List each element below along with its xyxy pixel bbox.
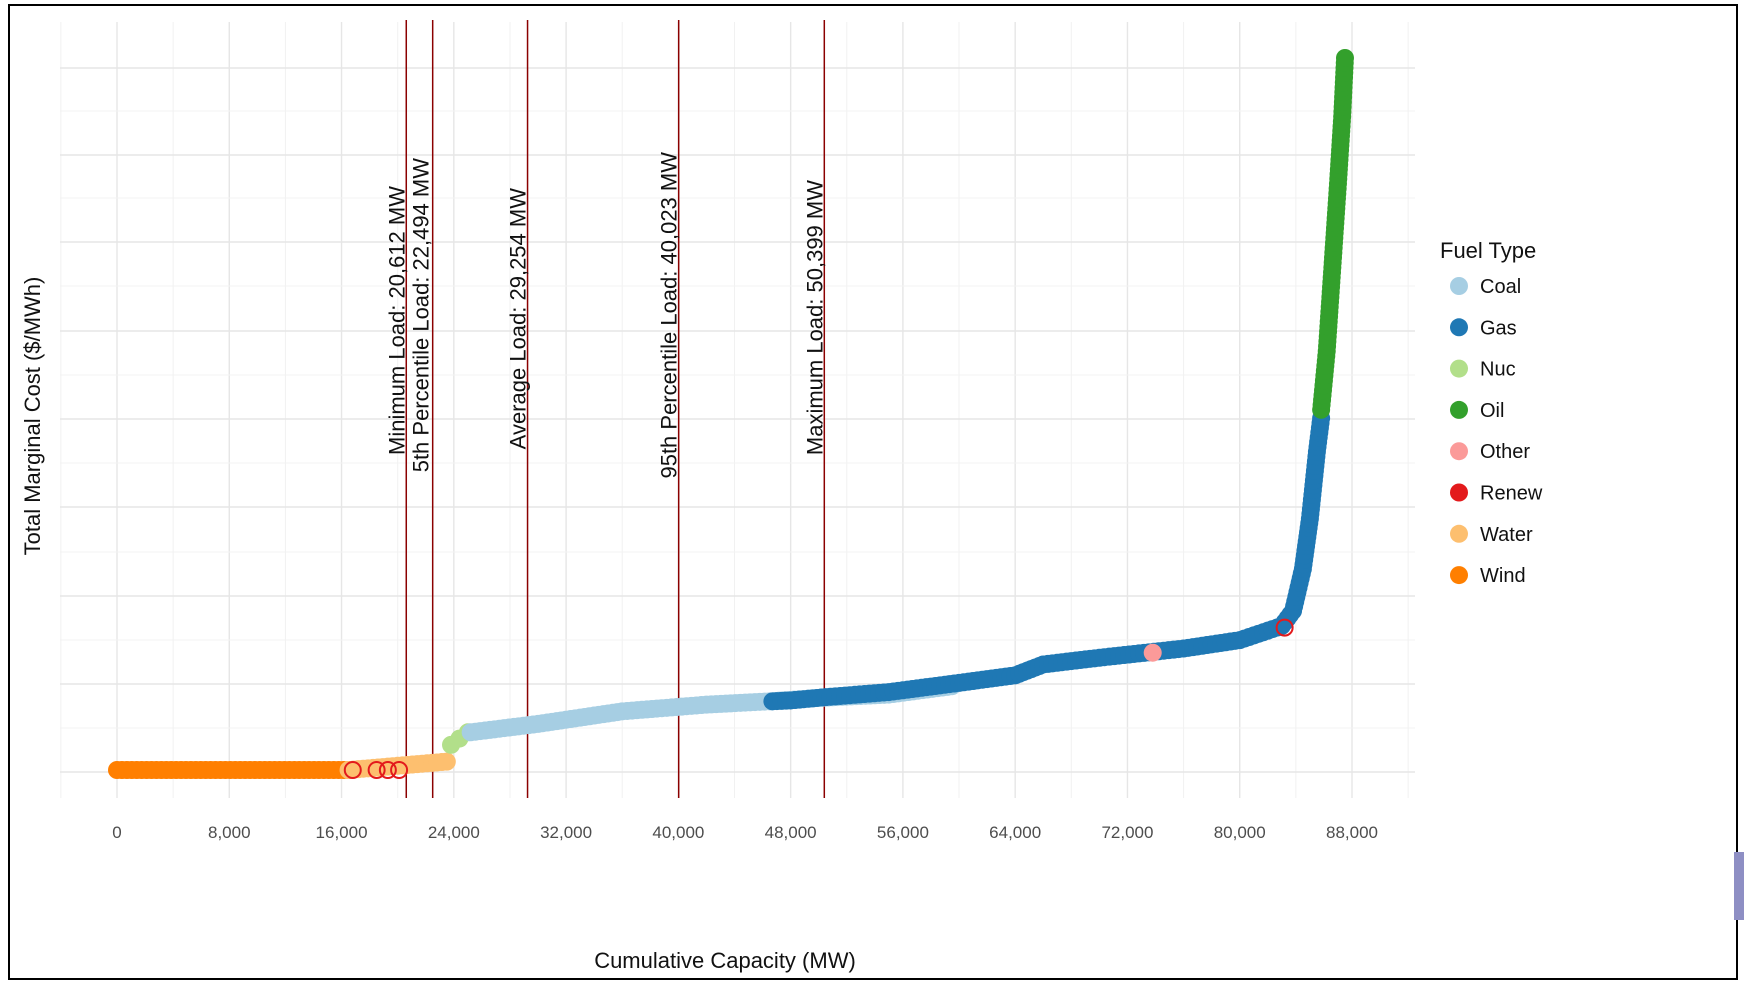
x-tick-label: 40,000: [652, 823, 704, 842]
x-axis-ticks: 0 8,000 16,000 24,000 32,000 40,000 48,000 56,0…: [112, 823, 1378, 842]
data-point: [1143, 643, 1162, 662]
legend-label: Oil: [1480, 400, 1504, 422]
legend: Fuel Type Coal Gas Nuc Oil Other Renew Water Wi…: [1440, 238, 1543, 587]
legend-item-renew: Renew: [1450, 483, 1543, 505]
x-tick-label: 88,000: [1326, 823, 1378, 842]
x-tick-label: 56,000: [877, 823, 929, 842]
y-axis-title: Total Marginal Cost ($/MWh): [20, 277, 45, 556]
x-tick-label: 48,000: [765, 823, 817, 842]
load-line-label: 95th Percentile Load: 40,023 MW: [657, 152, 682, 479]
legend-label: Renew: [1480, 483, 1543, 505]
legend-item-other: Other: [1450, 441, 1530, 463]
legend-label: Nuc: [1480, 359, 1516, 381]
side-tab[interactable]: [1734, 852, 1744, 920]
legend-title: Fuel Type: [1440, 238, 1536, 263]
legend-item-oil: Oil: [1450, 400, 1504, 422]
chart-frame: Minimum Load: 20,612 MW 5th Percentile Lo…: [8, 4, 1738, 980]
x-tick-label: 32,000: [540, 823, 592, 842]
load-line-label: Maximum Load: 50,399 MW: [802, 180, 827, 455]
x-tick-label: 0: [112, 823, 121, 842]
x-tick-label: 64,000: [989, 823, 1041, 842]
x-tick-label: 24,000: [428, 823, 480, 842]
data-point: [343, 761, 362, 779]
series-gas: [763, 409, 1331, 711]
load-line-labels: Minimum Load: 20,612 MW 5th Percentile Lo…: [384, 152, 827, 479]
data-point: [437, 752, 456, 771]
data-points: [108, 49, 1354, 779]
series-oil: [1312, 49, 1354, 419]
legend-label: Coal: [1480, 276, 1521, 298]
data-point: [367, 761, 386, 779]
legend-label: Water: [1480, 524, 1533, 546]
legend-swatch: [1450, 524, 1468, 543]
legend-item-gas: Gas: [1450, 317, 1517, 339]
load-line-label: Minimum Load: 20,612 MW: [384, 186, 409, 455]
legend-label: Other: [1480, 441, 1530, 463]
grid: [60, 22, 1415, 798]
series-renew: [343, 618, 1294, 779]
x-tick-label: 8,000: [208, 823, 251, 842]
data-point: [1335, 49, 1354, 67]
series-other: [1143, 643, 1162, 662]
x-tick-label: 80,000: [1214, 823, 1266, 842]
data-point: [1275, 618, 1294, 637]
legend-item-nuc: Nuc: [1450, 359, 1516, 381]
load-line-label: 5th Percentile Load: 22,494 MW: [409, 158, 434, 473]
x-tick-label: 16,000: [316, 823, 368, 842]
legend-label: Gas: [1480, 317, 1517, 339]
legend-swatch: [1450, 277, 1468, 295]
legend-swatch: [1450, 400, 1468, 419]
load-lines: [405, 20, 826, 798]
legend-item-coal: Coal: [1450, 276, 1521, 298]
legend-item-wind: Wind: [1450, 565, 1526, 587]
legend-item-water: Water: [1450, 524, 1533, 546]
data-point: [390, 761, 409, 779]
legend-label: Wind: [1480, 565, 1526, 587]
series-wind: [108, 761, 358, 779]
legend-swatch: [1450, 483, 1468, 502]
x-tick-label: 72,000: [1101, 823, 1153, 842]
x-axis-title: Cumulative Capacity (MW): [594, 948, 856, 973]
legend-swatch: [1450, 442, 1468, 461]
scatter-chart: Minimum Load: 20,612 MW 5th Percentile Lo…: [20, 20, 1543, 973]
legend-swatch: [1450, 318, 1468, 337]
load-line-label: Average Load: 29,254 MW: [506, 188, 531, 450]
data-point: [378, 761, 397, 779]
legend-swatch: [1450, 566, 1468, 585]
legend-swatch: [1450, 359, 1468, 378]
